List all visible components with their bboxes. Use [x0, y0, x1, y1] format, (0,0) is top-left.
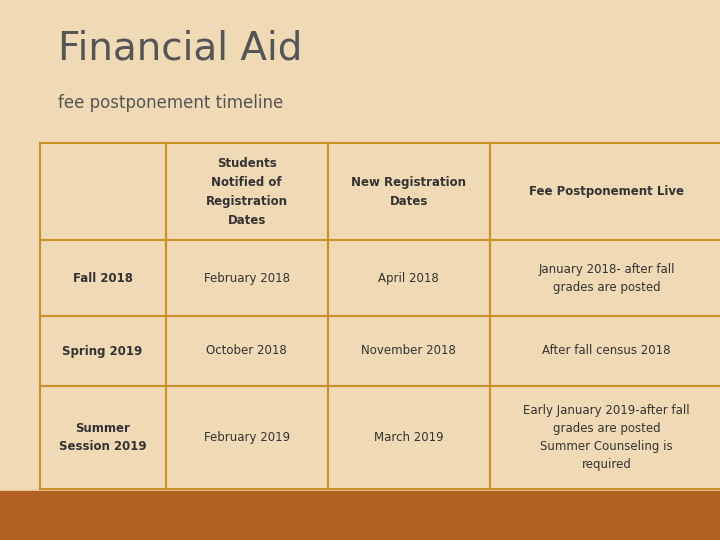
- Text: November 2018: November 2018: [361, 345, 456, 357]
- Text: After fall census 2018: After fall census 2018: [542, 345, 671, 357]
- Bar: [328, 143, 490, 240]
- Bar: [40, 143, 166, 240]
- Text: Spring 2019: Spring 2019: [63, 345, 143, 357]
- Text: Early January 2019-after fall
grades are posted
Summer Counseling is
required: Early January 2019-after fall grades are…: [523, 404, 690, 471]
- Text: October 2018: October 2018: [206, 345, 287, 357]
- Bar: [40, 240, 166, 316]
- Bar: [328, 386, 490, 489]
- Text: February 2019: February 2019: [204, 431, 289, 444]
- Text: January 2018- after fall
grades are posted: January 2018- after fall grades are post…: [539, 262, 675, 294]
- Bar: [166, 316, 328, 386]
- Bar: [166, 240, 328, 316]
- Bar: [328, 240, 490, 316]
- Text: March 2019: March 2019: [374, 431, 444, 444]
- Text: Summer
Session 2019: Summer Session 2019: [59, 422, 146, 453]
- Text: February 2018: February 2018: [204, 272, 289, 285]
- Text: Students
Notified of
Registration
Dates: Students Notified of Registration Dates: [206, 157, 287, 227]
- Bar: [490, 316, 720, 386]
- Text: Financial Aid: Financial Aid: [58, 30, 302, 68]
- Bar: [328, 316, 490, 386]
- Text: Fall 2018: Fall 2018: [73, 272, 132, 285]
- Bar: [490, 143, 720, 240]
- Bar: [40, 316, 166, 386]
- Text: New Registration
Dates: New Registration Dates: [351, 176, 466, 208]
- Text: fee postponement timeline: fee postponement timeline: [58, 94, 283, 112]
- Bar: [166, 143, 328, 240]
- Bar: [166, 386, 328, 489]
- Bar: [0, 491, 720, 540]
- Text: Fee Postponement Live: Fee Postponement Live: [529, 185, 684, 198]
- Bar: [40, 386, 166, 489]
- Bar: [490, 240, 720, 316]
- Text: April 2018: April 2018: [378, 272, 439, 285]
- Bar: [490, 386, 720, 489]
